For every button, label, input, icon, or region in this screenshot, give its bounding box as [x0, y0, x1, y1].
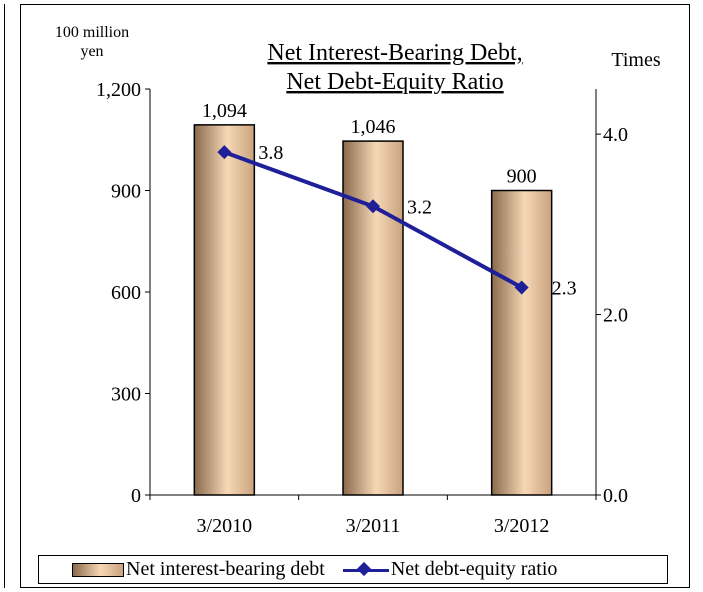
line-data-label: 3.8: [258, 142, 283, 164]
right-tick-label: 0.0: [603, 485, 628, 507]
line-data-label: 2.3: [552, 277, 577, 299]
right-axis-unit: Times: [611, 49, 661, 71]
legend-label-line: Net debt-equity ratio: [390, 558, 558, 580]
bar-net-interest-bearing-debt: [490, 189, 553, 496]
legend-line-swatch: [342, 563, 389, 577]
left-tick-label: 0: [131, 485, 141, 507]
right-tick-label: 2.0: [603, 305, 628, 327]
bar-data-label: 1,094: [202, 100, 247, 122]
x-tick-label: 3/2012: [494, 515, 550, 537]
x-tick-label: 3/2010: [197, 515, 253, 537]
legend-item-line: Net debt-equity ratio: [342, 558, 558, 581]
chart-frame: [20, 4, 690, 588]
right-tick-label: 4.0: [603, 124, 628, 146]
left-tick-label: 300: [111, 384, 141, 406]
left-tick-label: 600: [111, 282, 141, 304]
bar-data-label: 1,046: [351, 116, 396, 138]
legend-item-bar: Net interest-bearing debt: [72, 558, 325, 581]
bar-net-interest-bearing-debt: [193, 124, 256, 496]
legend-label-bar: Net interest-bearing debt: [126, 558, 325, 580]
legend-bar-swatch: [72, 562, 124, 577]
line-marker: [514, 280, 529, 295]
line-data-label: 3.2: [407, 196, 432, 218]
line-marker: [366, 199, 380, 214]
left-axis-unit-line2: yen: [80, 43, 103, 60]
chart-title-line2: Net Debt-Equity Ratio: [286, 69, 503, 95]
line-marker: [217, 145, 232, 160]
bar-data-label: 900: [507, 166, 537, 188]
x-tick-label: 3/2011: [346, 515, 401, 537]
left-tick-label: 900: [111, 181, 141, 203]
legend: Net interest-bearing debt Net debt-equit…: [38, 555, 668, 584]
left-tick-label: 1,200: [96, 79, 141, 101]
bar-net-interest-bearing-debt: [342, 140, 404, 496]
left-edge-line: [4, 4, 5, 588]
left-axis-unit-line1: 100 million: [55, 24, 129, 41]
chart-title-line1: Net Interest-Bearing Debt,: [267, 40, 522, 66]
